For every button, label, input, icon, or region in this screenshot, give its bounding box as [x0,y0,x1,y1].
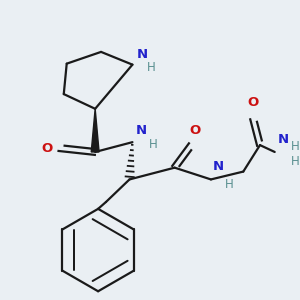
Text: O: O [41,142,53,154]
Text: H: H [291,155,300,168]
Text: N: N [136,48,148,61]
Polygon shape [91,109,99,152]
Text: H: H [149,138,158,151]
Text: H: H [147,61,156,74]
Text: O: O [190,124,201,137]
Text: N: N [278,133,289,146]
Text: H: H [291,140,300,153]
Text: H: H [225,178,233,191]
Text: O: O [248,96,259,109]
Text: N: N [135,124,146,137]
Text: N: N [213,160,224,172]
